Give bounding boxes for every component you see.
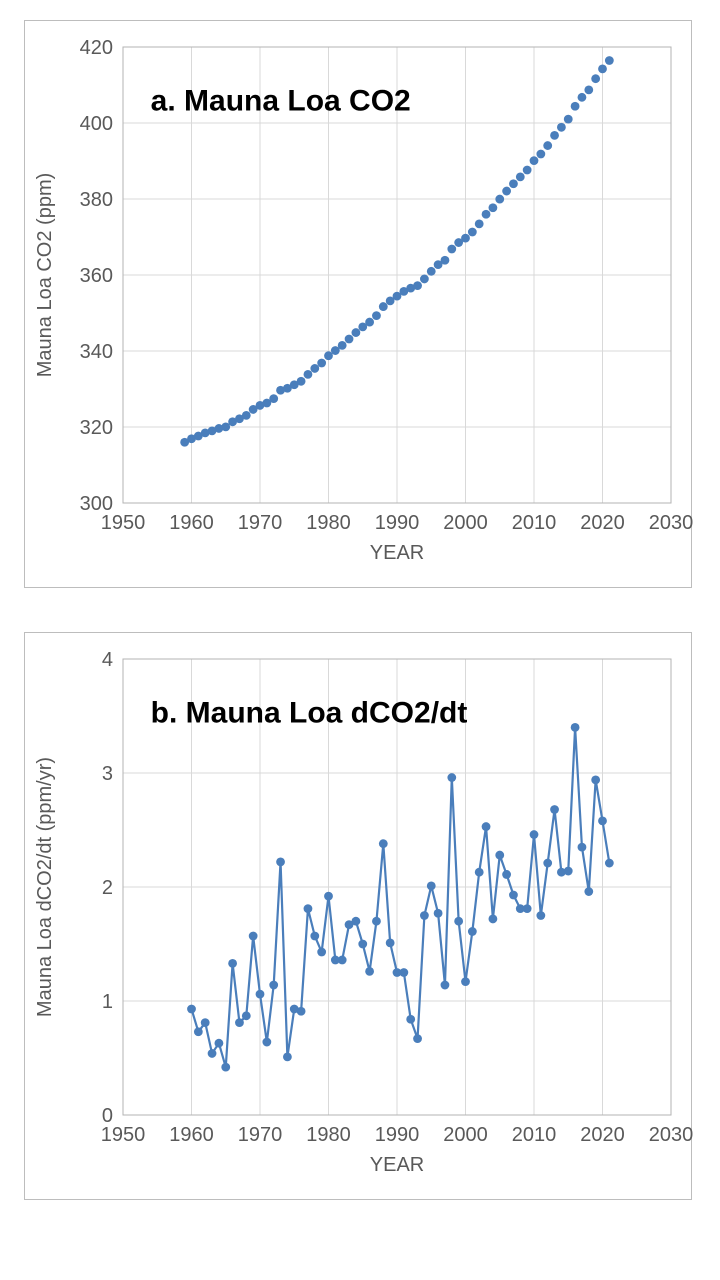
chart-a-xtick-label: 1990: [375, 512, 420, 534]
chart-a-ytick-label: 300: [80, 493, 113, 515]
chart-b-xtick-label: 1950: [101, 1124, 146, 1146]
chart-b-xtick-label: 1970: [238, 1124, 283, 1146]
chart-b-xtick-label: 2030: [649, 1124, 693, 1146]
chart-b-x-axis-title: YEAR: [370, 1154, 424, 1176]
chart-a-xtick-label: 1980: [306, 512, 351, 534]
chart-panel-a: 1950 1960 1970 1980 1990 2000 2010 2020 2030 300 3…: [24, 20, 692, 588]
chart-a-xtick-label: 2020: [580, 512, 625, 534]
chart-a-ytick-label: 320: [80, 417, 113, 439]
chart-panel-b: 1950 1960 1970 1980 1990 2000 2010 2020 2030 0 1 2 3…: [24, 632, 692, 1200]
chart-a-y-axis-title: Mauna Loa CO2 (ppm): [34, 173, 56, 378]
chart-a-xtick-label: 2030: [649, 512, 693, 534]
chart-a-xtick-label: 1950: [101, 512, 146, 534]
chart-b-xtick-label: 2010: [512, 1124, 557, 1146]
chart-a-title: a. Mauna Loa CO2: [151, 85, 411, 118]
chart-b-xtick-label: 1960: [169, 1124, 214, 1146]
chart-b-title: b. Mauna Loa dCO2/dt: [151, 697, 468, 730]
chart-b-ytick-label: 0: [102, 1105, 113, 1127]
chart-b-xtick-label: 1990: [375, 1124, 420, 1146]
chart-b-series-line: [192, 727, 610, 1067]
chart-a-xtick-label: 1970: [238, 512, 283, 534]
chart-a-ytick-label: 380: [80, 189, 113, 211]
chart-b-markers: [187, 723, 614, 1072]
chart-b-ytick-label: 1: [102, 991, 113, 1013]
chart-b-ytick-label: 4: [102, 649, 113, 671]
chart-b-xtick-label: 2020: [580, 1124, 625, 1146]
chart-a-x-axis-title: YEAR: [370, 542, 424, 564]
chart-b-xtick-label: 1980: [306, 1124, 351, 1146]
chart-a-ytick-label: 400: [80, 113, 113, 135]
chart-a-ytick-label: 340: [80, 341, 113, 363]
chart-b-y-axis-title: Mauna Loa dCO2/dt (ppm/yr): [34, 757, 56, 1017]
chart-a-xtick-label: 1960: [169, 512, 214, 534]
chart-b-xtick-label: 2000: [443, 1124, 488, 1146]
chart-a-ytick-label: 420: [80, 37, 113, 59]
chart-a-xtick-label: 2010: [512, 512, 557, 534]
chart-b-ytick-label: 3: [102, 763, 113, 785]
chart-a-svg: 1950 1960 1970 1980 1990 2000 2010 2020 2030 300 3…: [25, 21, 693, 589]
chart-b-svg: 1950 1960 1970 1980 1990 2000 2010 2020 2030 0 1 2 3…: [25, 633, 693, 1201]
chart-b-ytick-label: 2: [102, 877, 113, 899]
page-root: 1950 1960 1970 1980 1990 2000 2010 2020 2030 300 3…: [0, 0, 720, 1280]
chart-a-xtick-label: 2000: [443, 512, 488, 534]
chart-a-ytick-label: 360: [80, 265, 113, 287]
